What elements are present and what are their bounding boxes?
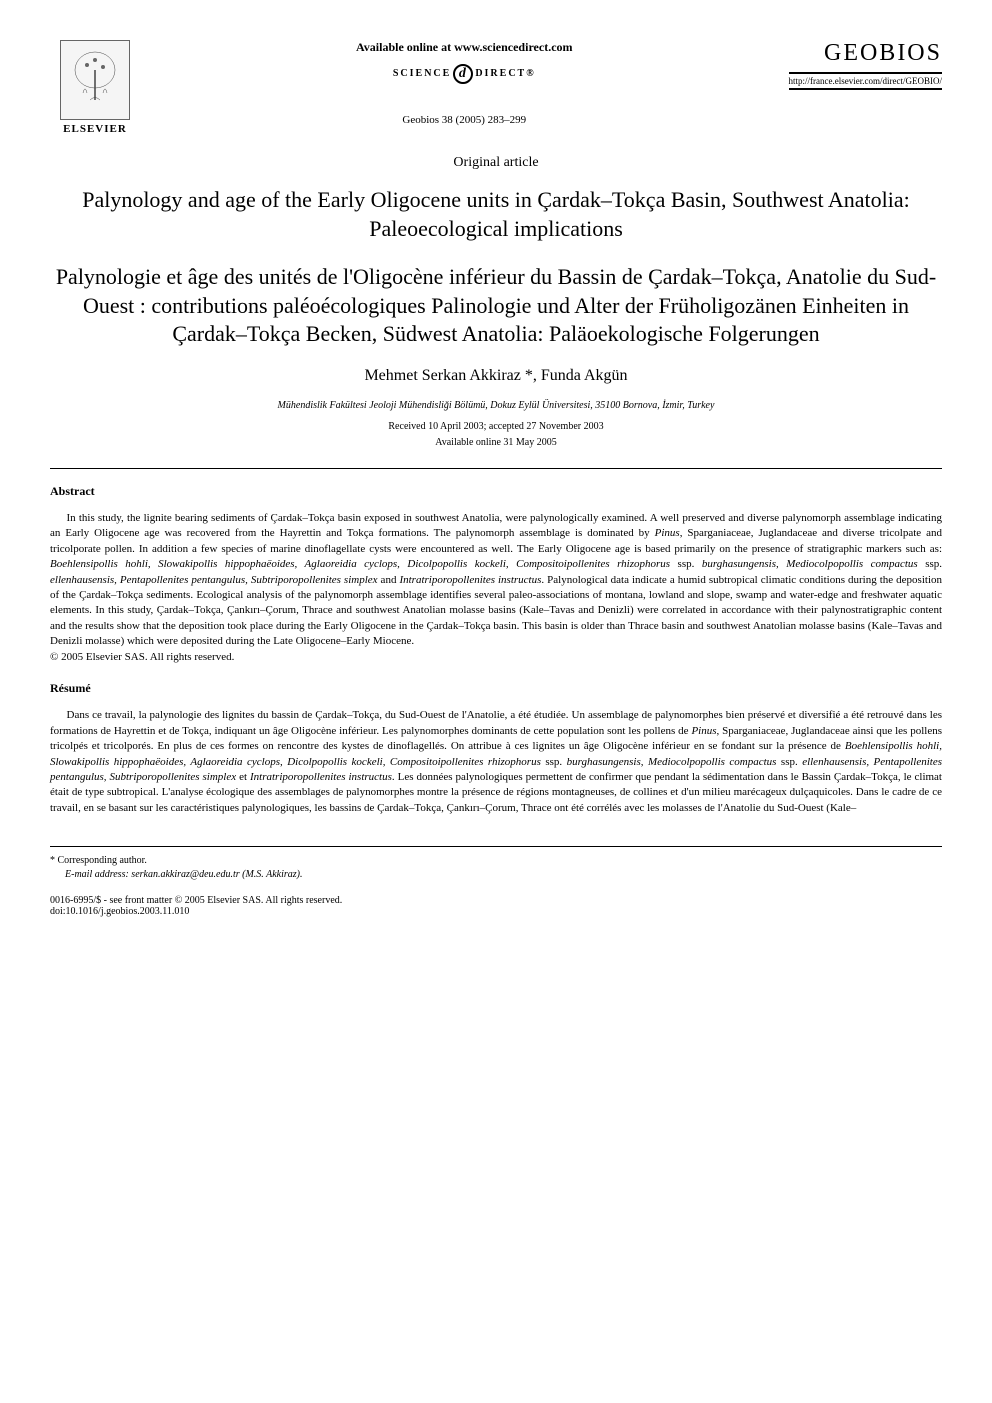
abstract-french: Dans ce travail, la palynologie des lign… (50, 708, 942, 816)
issn-copyright: 0016-6995/$ - see front matter © 2005 El… (50, 895, 942, 906)
sciencedirect-logo: SCIENCE d DIRECT® (393, 64, 536, 84)
elsevier-brand-text: ELSEVIER (63, 123, 127, 135)
sd-circle-icon: d (453, 64, 473, 84)
article-title-french-german: Palynologie et âge des unités de l'Oligo… (50, 263, 942, 349)
affiliation: Mühendislik Fakültesi Jeoloji Mühendisli… (50, 400, 942, 411)
elsevier-tree-icon (60, 40, 130, 120)
available-online-text: Available online at www.sciencedirect.co… (160, 40, 769, 55)
abstract-english: In this study, the lignite bearing sedim… (50, 511, 942, 650)
article-type: Original article (50, 155, 942, 171)
resume-heading: Résumé (50, 681, 942, 696)
direct-text: DIRECT® (475, 68, 535, 79)
center-header: Available online at www.sciencedirect.co… (140, 40, 789, 126)
received-accepted-dates: Received 10 April 2003; accepted 27 Nove… (50, 421, 942, 432)
abstract-heading: Abstract (50, 484, 942, 499)
geobios-url: http://france.elsevier.com/direct/GEOBIO… (789, 72, 942, 90)
doi: doi:10.1016/j.geobios.2003.11.010 (50, 906, 942, 917)
geobios-title: GEOBIOS (789, 40, 942, 67)
corresponding-author: * Corresponding author. (50, 855, 942, 866)
page-footer: * Corresponding author. E-mail address: … (50, 846, 942, 917)
page-header: ELSEVIER Available online at www.science… (50, 40, 942, 135)
copyright-en: © 2005 Elsevier SAS. All rights reserved… (50, 651, 942, 663)
journal-reference: Geobios 38 (2005) 283–299 (160, 114, 769, 126)
article-title-english: Palynology and age of the Early Oligocen… (50, 186, 942, 243)
divider (50, 468, 942, 469)
elsevier-logo: ELSEVIER (50, 40, 140, 135)
journal-brand: GEOBIOS http://france.elsevier.com/direc… (789, 40, 942, 90)
authors: Mehmet Serkan Akkiraz *, Funda Akgün (50, 367, 942, 385)
science-text: SCIENCE (393, 68, 451, 79)
author-email: E-mail address: serkan.akkiraz@deu.edu.t… (65, 869, 942, 880)
available-online-date: Available online 31 May 2005 (50, 437, 942, 448)
